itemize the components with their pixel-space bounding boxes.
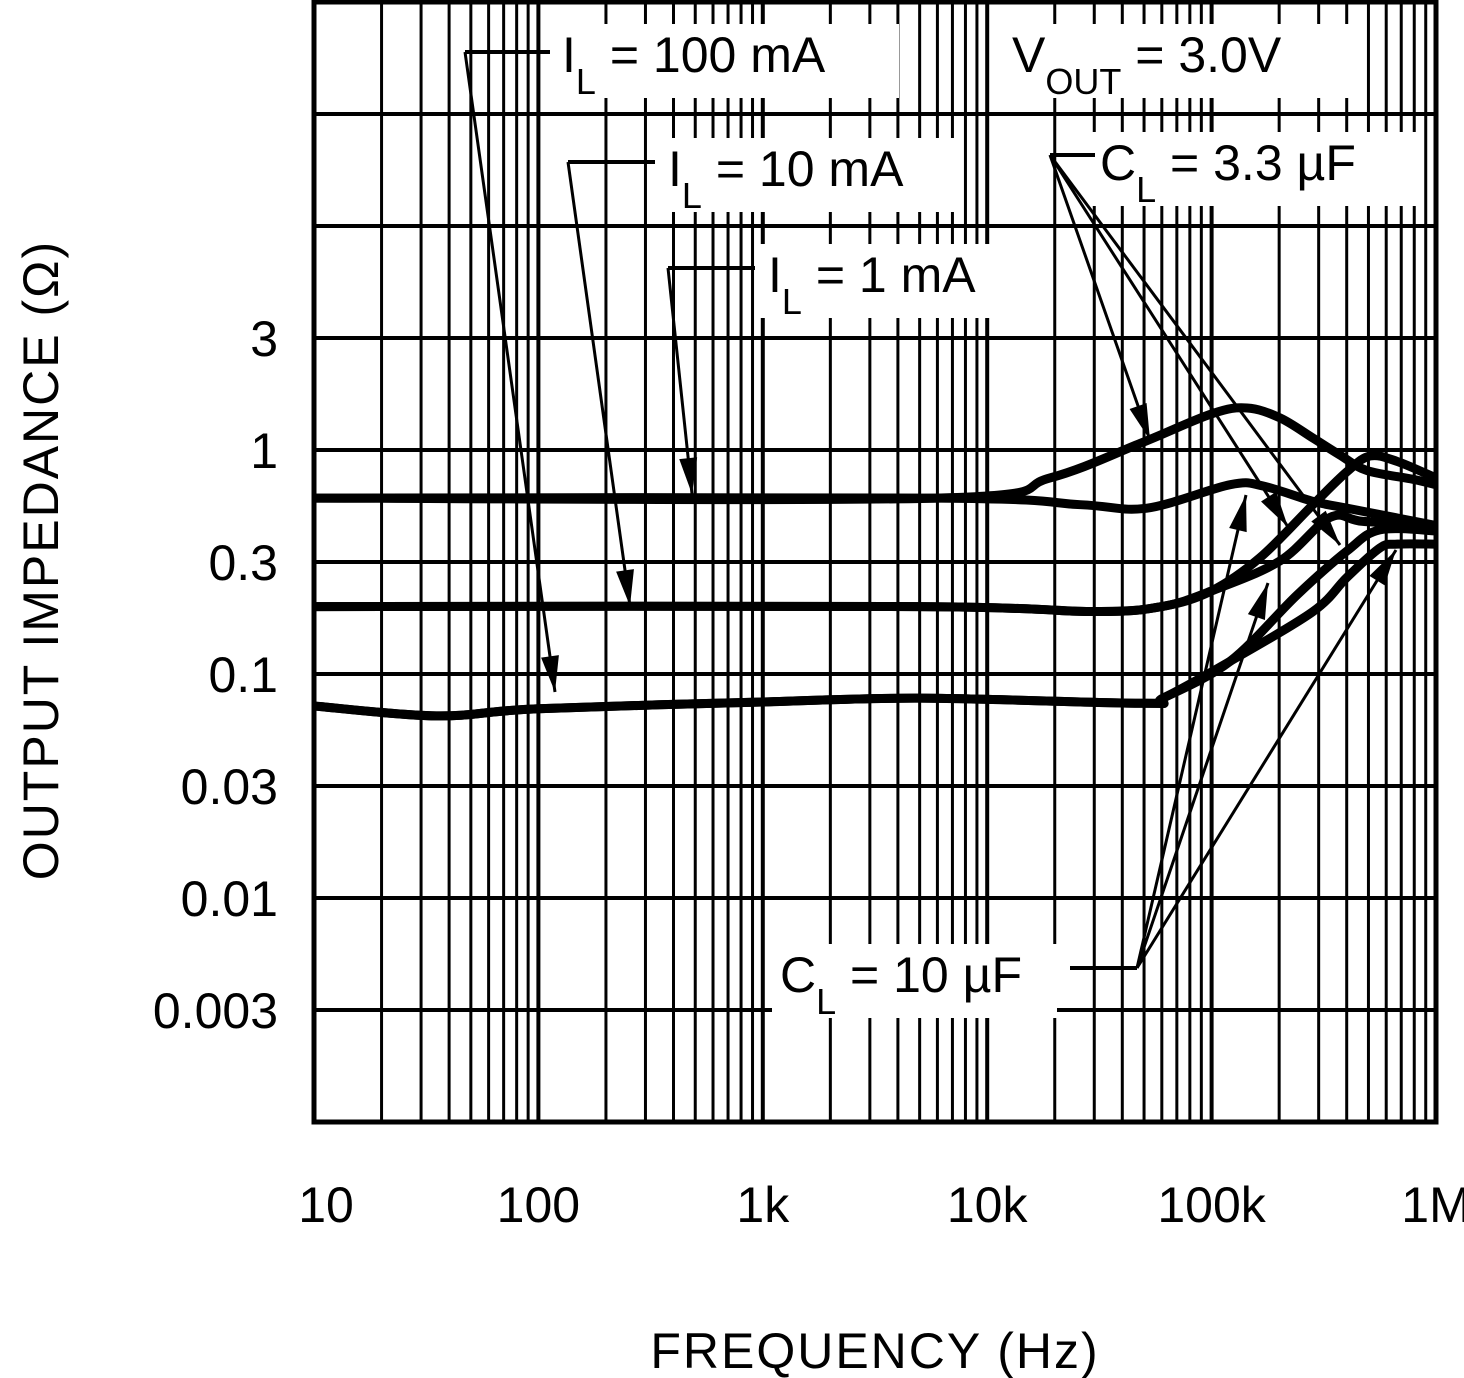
arrow-line <box>566 161 632 607</box>
arrow-line <box>1048 154 1290 528</box>
arrow-head <box>1311 510 1340 545</box>
y-tick-label: 0.3 <box>208 535 278 591</box>
label-background <box>1004 24 1354 98</box>
x-tick-label: 1k <box>736 1177 790 1233</box>
x-tick-label: 1M <box>1401 1177 1464 1233</box>
label-rest: = 10 mA <box>702 141 904 197</box>
tick-labels: 10 100 1k 10k 100k 1M 3 1 0.3 0.1 0.03 0.01 0.003 <box>153 311 1464 1233</box>
annotation-il100: IL = 100 mA <box>562 27 826 102</box>
label-background <box>554 24 899 98</box>
x-tick-label: 10k <box>947 1177 1029 1233</box>
annotation-arrows <box>463 51 1398 969</box>
label-background <box>760 244 1022 318</box>
arrow-head <box>1247 583 1268 620</box>
arrow-line <box>1135 494 1248 969</box>
annotation-il1: IL = 1 mA <box>768 247 976 322</box>
label-main: C <box>780 947 816 1003</box>
grid <box>311 0 1439 1125</box>
annotation-cl10: CL = 10 µF <box>780 947 1022 1022</box>
x-axis-title: FREQUENCY (Hz) <box>650 1323 1099 1378</box>
series-line <box>313 539 1437 721</box>
label-background <box>660 138 960 212</box>
annotation-il10: IL = 10 mA <box>668 141 904 216</box>
arrow-line <box>666 267 694 495</box>
y-tick-label: 0.01 <box>181 871 278 927</box>
label-subscript: OUT <box>1045 61 1121 102</box>
label-subscript: L <box>682 175 702 216</box>
label-background <box>1092 132 1417 206</box>
annotation-vout: VOUT = 3.0V <box>1012 27 1282 102</box>
plot-frame <box>311 0 1439 1125</box>
label-subscript: L <box>782 281 802 322</box>
arrow-head <box>541 655 559 692</box>
label-rest: = 3.0V <box>1121 27 1281 83</box>
y-tick-label: 0.03 <box>181 759 278 815</box>
arrow-head <box>1369 550 1396 586</box>
curves <box>313 403 1438 721</box>
x-tick-label: 100k <box>1157 1177 1266 1233</box>
y-tick-label: 0.1 <box>208 647 278 703</box>
arrow-line <box>1048 154 1342 546</box>
arrow-line <box>1135 549 1398 969</box>
label-main: C <box>1100 135 1136 191</box>
arrow-head <box>1229 495 1247 533</box>
label-subscript: L <box>1136 169 1156 210</box>
label-main: I <box>668 141 682 197</box>
y-tick-label: 0.003 <box>153 983 278 1039</box>
arrow-line <box>463 51 557 693</box>
label-main: I <box>562 27 576 83</box>
x-tick-label: 10 <box>298 1177 354 1233</box>
arrow-head <box>616 569 634 606</box>
series-line <box>313 478 1437 530</box>
label-main: I <box>768 247 782 303</box>
arrow-head <box>679 457 698 494</box>
arrow-line <box>1048 154 1152 441</box>
arrow-head <box>1129 403 1150 440</box>
label-rest: = 1 mA <box>802 247 976 303</box>
label-subscript: L <box>576 61 596 102</box>
x-tick-label: 100 <box>497 1177 580 1233</box>
annotation-cl33: CL = 3.3 µF <box>1100 135 1356 210</box>
y-axis-title: OUTPUT IMPEDANCE (Ω) <box>13 240 69 880</box>
arrow-line <box>1135 582 1270 969</box>
y-tick-label: 3 <box>250 311 278 367</box>
label-background <box>772 944 1057 1018</box>
label-rest: = 100 mA <box>596 27 826 83</box>
series-line <box>313 510 1437 617</box>
y-tick-label: 1 <box>250 423 278 479</box>
label-main: V <box>1012 27 1046 83</box>
label-rest: = 3.3 µF <box>1156 135 1356 191</box>
arrow-head <box>1261 491 1288 527</box>
label-subscript: L <box>816 981 836 1022</box>
label-rest: = 10 µF <box>836 947 1022 1003</box>
